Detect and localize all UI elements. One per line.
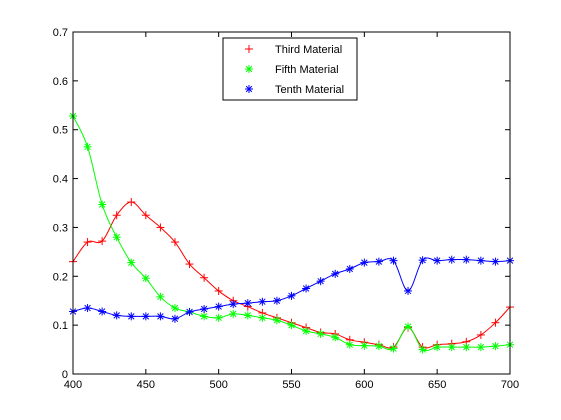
data-point-third-material-410 — [83, 238, 92, 247]
x-tick-label-700: 700 — [501, 379, 519, 391]
data-point-tenth-material-490 — [200, 305, 209, 314]
data-point-tenth-material-430 — [112, 311, 121, 320]
data-point-fifth-material-570 — [316, 329, 325, 338]
data-point-tenth-material-460 — [156, 312, 165, 321]
data-point-fifth-material-500 — [214, 313, 223, 322]
data-point-tenth-material-500 — [214, 302, 223, 311]
data-point-fifth-material-440 — [127, 258, 136, 267]
data-point-third-material-470 — [170, 238, 179, 247]
data-point-tenth-material-570 — [316, 277, 325, 286]
series-fifth-material — [69, 112, 514, 354]
data-point-fifth-material-650 — [433, 343, 442, 352]
data-point-tenth-material-540 — [272, 296, 281, 305]
data-point-third-material-680 — [476, 330, 485, 339]
x-tick-label-650: 650 — [428, 379, 446, 391]
data-point-tenth-material-690 — [491, 257, 500, 266]
data-point-fifth-material-540 — [272, 316, 281, 325]
data-point-third-material-490 — [200, 273, 209, 282]
data-point-third-material-460 — [156, 223, 165, 232]
data-point-fifth-material-490 — [200, 312, 209, 321]
data-point-fifth-material-620 — [389, 344, 398, 353]
x-tick-label-400: 400 — [64, 379, 82, 391]
data-point-fifth-material-410 — [83, 142, 92, 151]
data-point-tenth-material-470 — [170, 314, 179, 323]
data-point-tenth-material-680 — [476, 256, 485, 265]
legend-label-tenth-material: Tenth Material — [275, 84, 344, 96]
x-tick-label-550: 550 — [282, 379, 300, 391]
legend-label-fifth-material: Fifth Material — [275, 64, 339, 76]
data-point-tenth-material-650 — [433, 256, 442, 265]
data-point-tenth-material-480 — [185, 307, 194, 316]
legend-entry-third-material: Third Material — [245, 44, 342, 56]
data-point-tenth-material-660 — [447, 255, 456, 264]
y-tick-label-0: 0 — [62, 369, 68, 381]
legend-entry-tenth-material: Tenth Material — [245, 84, 344, 96]
data-point-fifth-material-450 — [141, 274, 150, 283]
legend-marker-fifth-material — [245, 65, 253, 73]
data-point-fifth-material-470 — [170, 304, 179, 313]
data-point-tenth-material-420 — [98, 307, 107, 316]
y-tick-label-0.6: 0.6 — [53, 76, 68, 88]
data-point-fifth-material-420 — [98, 200, 107, 209]
data-point-tenth-material-410 — [83, 304, 92, 313]
data-point-fifth-material-520 — [243, 311, 252, 320]
y-tick-label-0.7: 0.7 — [53, 27, 68, 39]
data-point-fifth-material-640 — [418, 345, 427, 354]
data-point-fifth-material-670 — [462, 343, 471, 352]
data-point-fifth-material-590 — [345, 340, 354, 349]
data-point-tenth-material-610 — [374, 257, 383, 266]
legend-label-third-material: Third Material — [275, 44, 342, 56]
data-point-tenth-material-450 — [141, 312, 150, 321]
data-point-third-material-430 — [112, 211, 121, 220]
data-point-third-material-500 — [214, 286, 223, 295]
data-point-fifth-material-560 — [302, 327, 311, 336]
data-point-tenth-material-620 — [389, 256, 398, 265]
legend-entry-fifth-material: Fifth Material — [245, 64, 339, 76]
data-point-third-material-420 — [98, 237, 107, 246]
data-point-tenth-material-670 — [462, 255, 471, 264]
legend-marker-tenth-material — [245, 85, 253, 93]
axes: 400 450 500 550 600 650 700 0 0.1 0.2 0.3 0.4 0.5 0.6… — [53, 27, 519, 391]
data-point-fifth-material-660 — [447, 343, 456, 352]
data-point-fifth-material-580 — [331, 333, 340, 342]
data-point-tenth-material-530 — [258, 297, 267, 306]
y-tick-label-0.3: 0.3 — [53, 222, 68, 234]
data-point-fifth-material-610 — [374, 342, 383, 351]
data-point-tenth-material-590 — [345, 264, 354, 273]
data-point-fifth-material-680 — [476, 343, 485, 352]
data-point-third-material-690 — [491, 318, 500, 327]
data-point-fifth-material-460 — [156, 292, 165, 301]
data-point-third-material-480 — [185, 260, 194, 269]
data-point-tenth-material-520 — [243, 299, 252, 308]
x-tick-label-450: 450 — [137, 379, 155, 391]
data-point-tenth-material-440 — [127, 312, 136, 321]
data-point-third-material-450 — [141, 211, 150, 220]
x-tick-label-500: 500 — [209, 379, 227, 391]
data-point-tenth-material-640 — [418, 256, 427, 265]
data-point-fifth-material-690 — [491, 342, 500, 351]
data-point-tenth-material-580 — [331, 269, 340, 278]
data-point-fifth-material-600 — [360, 341, 369, 350]
data-point-fifth-material-510 — [229, 309, 238, 318]
data-point-fifth-material-550 — [287, 321, 296, 330]
data-point-third-material-440 — [127, 198, 136, 207]
data-point-fifth-material-430 — [112, 233, 121, 242]
data-point-tenth-material-600 — [360, 258, 369, 267]
y-tick-label-0.5: 0.5 — [53, 125, 68, 137]
legend: Third Material Fifth Material Tenth Materi… — [222, 37, 358, 101]
data-point-tenth-material-510 — [229, 300, 238, 309]
data-point-fifth-material-530 — [258, 313, 267, 322]
data-point-fifth-material-630 — [404, 322, 413, 331]
legend-marker-third-material — [245, 45, 253, 53]
data-point-tenth-material-550 — [287, 291, 296, 300]
data-point-tenth-material-560 — [302, 284, 311, 293]
x-tick-label-600: 600 — [355, 379, 373, 391]
y-tick-label-0.2: 0.2 — [53, 271, 68, 283]
data-point-tenth-material-630 — [404, 286, 413, 295]
y-tick-label-0.1: 0.1 — [53, 320, 68, 332]
y-tick-label-0.4: 0.4 — [53, 174, 68, 186]
